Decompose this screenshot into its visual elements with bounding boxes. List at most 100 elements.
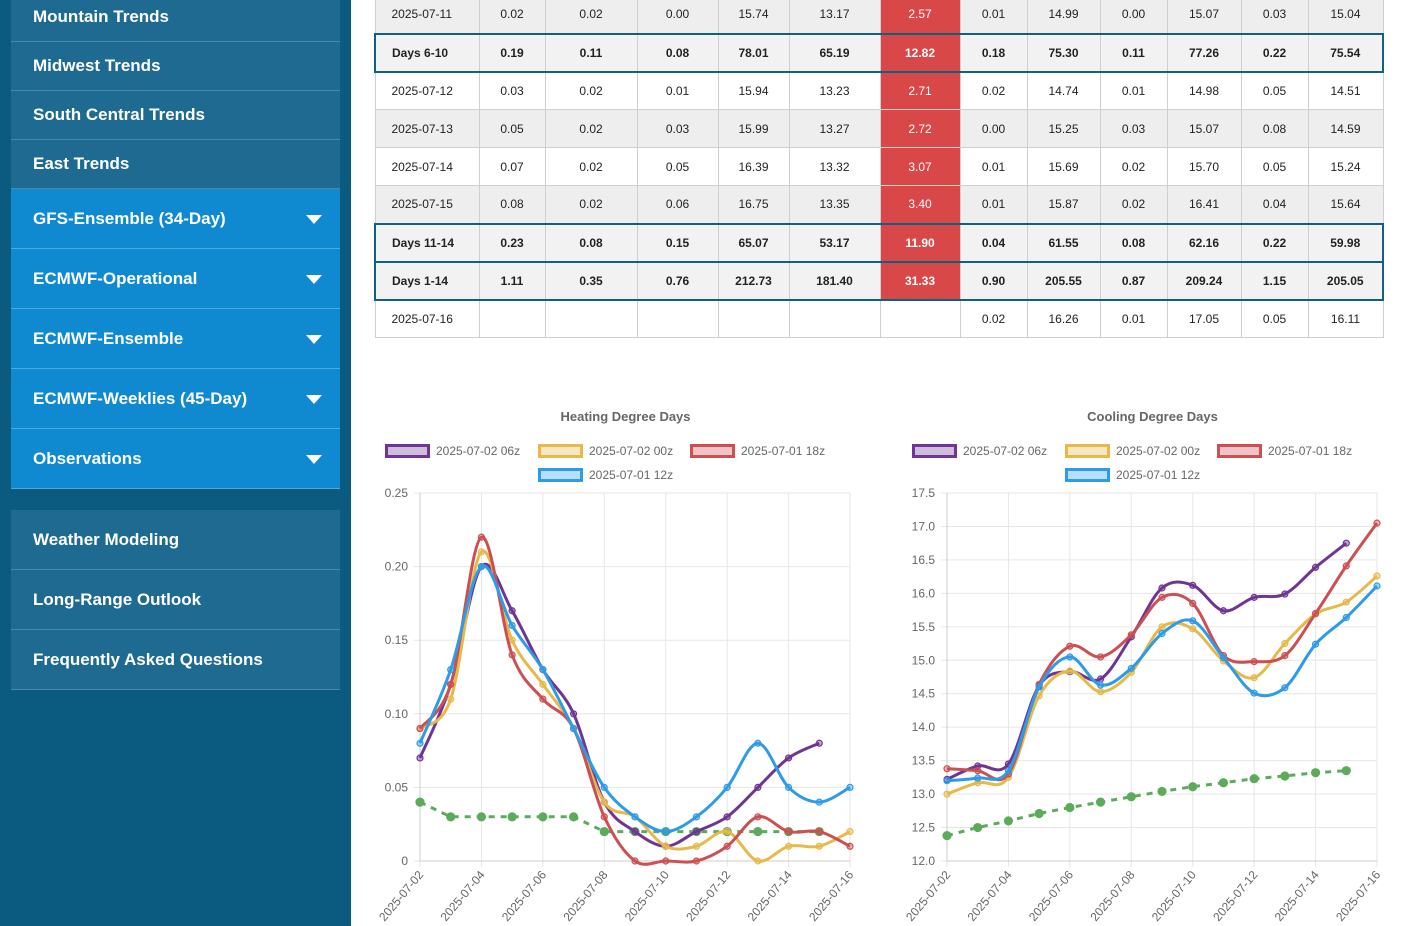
table-cell: 0.07	[478, 147, 546, 186]
data-point	[784, 754, 793, 762]
data-point	[1281, 590, 1289, 598]
legend-item[interactable]: 2025-07-02 00z	[1065, 444, 1200, 458]
nav-item-label: Frequently Asked Questions	[33, 649, 263, 669]
series-line-2025-07-02-00z	[418, 549, 851, 863]
legend-swatch	[538, 468, 583, 482]
data-point	[1250, 674, 1258, 682]
table-cell: 15.99	[717, 109, 790, 148]
table-cell: 0.05	[636, 147, 719, 186]
legend-swatch	[1065, 468, 1110, 482]
data-point	[723, 827, 731, 836]
nav-item-long-range-outlook[interactable]: Long-Range Outlook	[11, 570, 340, 630]
series-line-2025-07-02-06z	[946, 542, 1348, 781]
nav-dropdown-ecmwf-weeklies-45-day[interactable]: ECMWF-Weeklies (45-Day)	[11, 369, 340, 429]
table-cell: 14.59	[1307, 109, 1384, 148]
legend-item[interactable]: 2025-07-02 06z	[912, 444, 1047, 458]
data-point	[631, 827, 639, 836]
table-cell: 0.05	[1240, 147, 1309, 186]
legend-item[interactable]: 2025-07-02 00z	[538, 444, 673, 458]
series-line-average	[946, 769, 1347, 838]
table-cell: 2.71	[879, 71, 961, 110]
nav-dropdown-ecmwf-operational[interactable]: ECMWF-Operational	[11, 249, 340, 309]
table-cell: 209.24	[1166, 260, 1242, 301]
nav-item-mountain-trends[interactable]: Mountain Trends	[11, 0, 340, 42]
nav-dropdown-observations[interactable]: Observations	[11, 429, 340, 489]
y-tick-label: 15.5	[912, 620, 936, 634]
table-cell: 16.41	[1166, 185, 1242, 224]
x-tick-label: 2025-07-12	[683, 868, 733, 924]
nav-dropdown-gfs-ensemble-34-day[interactable]: GFS-Ensemble (34-Day)	[11, 189, 340, 249]
data-point	[754, 857, 762, 865]
data-point	[754, 813, 762, 821]
legend-swatch	[1217, 444, 1262, 458]
table-cell: 0.11	[544, 32, 638, 73]
table-cell: 0.35	[544, 260, 638, 301]
x-tick-label: 2025-07-06	[1026, 868, 1076, 924]
data-point	[447, 666, 455, 674]
row-label: Days 11-14	[374, 222, 480, 263]
table-cell: 0.11	[1099, 32, 1168, 73]
legend-item[interactable]: 2025-07-01 12z	[538, 468, 673, 482]
data-point	[1341, 766, 1351, 776]
data-point	[723, 842, 731, 850]
table-cell: 15.94	[717, 71, 790, 110]
data-point	[508, 651, 516, 659]
caret-down-icon[interactable]	[306, 334, 322, 344]
table-cell: 0.02	[1099, 185, 1168, 224]
table-cell: 65.07	[717, 222, 790, 263]
table-cell: 16.39	[717, 147, 790, 186]
table-cell: 15.25	[1026, 109, 1101, 148]
data-point	[662, 827, 670, 836]
data-point	[815, 739, 823, 747]
data-point	[568, 812, 579, 822]
series-line-average	[419, 800, 820, 834]
data-point	[507, 812, 517, 822]
nav-dropdown-label: Observations	[33, 448, 142, 468]
data-point	[1373, 519, 1381, 527]
data-point	[1157, 786, 1167, 797]
data-point	[415, 797, 425, 807]
y-tick-label: 12.5	[912, 821, 936, 835]
nav-item-frequently-asked-questions[interactable]: Frequently Asked Questions	[11, 630, 340, 690]
series-line-2025-07-01-18z	[946, 522, 1379, 782]
x-tick-label: 2025-07-16	[1333, 868, 1383, 924]
data-point	[943, 765, 951, 773]
table-cell: 13.27	[788, 109, 881, 148]
data-point	[1096, 653, 1105, 661]
row-label: Days 1-14	[374, 260, 480, 301]
data-point	[1035, 683, 1043, 691]
caret-down-icon[interactable]	[306, 214, 322, 224]
y-tick-label: 0.20	[385, 560, 409, 574]
table-cell: 0.02	[544, 71, 638, 110]
table-row: 2025-07-12 0.03 0.02 0.01 15.94 13.23 2.71 0.02…	[374, 71, 1384, 110]
data-point	[1342, 613, 1350, 622]
nav-group-main: Mountain Trends Midwest Trends South Centr…	[11, 0, 340, 489]
nav-item-midwest-trends[interactable]: Midwest Trends	[11, 42, 340, 91]
nav-item-south-central-trends[interactable]: South Central Trends	[11, 91, 340, 140]
legend-item[interactable]: 2025-07-01 18z	[690, 444, 825, 458]
data-point	[1096, 688, 1105, 696]
nav-dropdown-ecmwf-ensemble[interactable]: ECMWF-Ensemble	[11, 309, 340, 369]
data-point	[1065, 802, 1075, 813]
x-tick-label: 2025-07-04	[438, 868, 488, 924]
legend-item[interactable]: 2025-07-01 12z	[1065, 468, 1200, 482]
legend-item[interactable]: 2025-07-02 06z	[385, 444, 520, 458]
table-cell: 0.00	[959, 109, 1028, 148]
caret-down-icon[interactable]	[306, 394, 322, 404]
data-point	[846, 783, 854, 791]
chart-plot: 12.0 12.5 13.0 13.5 14.0 14.5 15.0 15.5 16.0 16.5…	[903, 486, 1383, 924]
caret-down-icon[interactable]	[306, 274, 322, 284]
nav-item-weather-modeling[interactable]: Weather Modeling	[11, 510, 340, 570]
data-point	[569, 724, 578, 733]
data-point	[600, 783, 608, 791]
table-cell	[879, 299, 961, 338]
y-tick-label: 0.25	[385, 486, 409, 500]
summary-row: Days 6-10 0.19 0.11 0.08 78.01 65.19 12.82 0.18…	[374, 32, 1384, 73]
data-point	[631, 857, 639, 865]
legend-swatch	[690, 444, 735, 458]
legend-item[interactable]: 2025-07-01 18z	[1217, 444, 1352, 458]
table-cell: 0.18	[959, 32, 1028, 73]
caret-down-icon[interactable]	[306, 454, 322, 464]
table-cell: 14.51	[1307, 71, 1384, 110]
nav-item-east-trends[interactable]: East Trends	[11, 140, 340, 189]
